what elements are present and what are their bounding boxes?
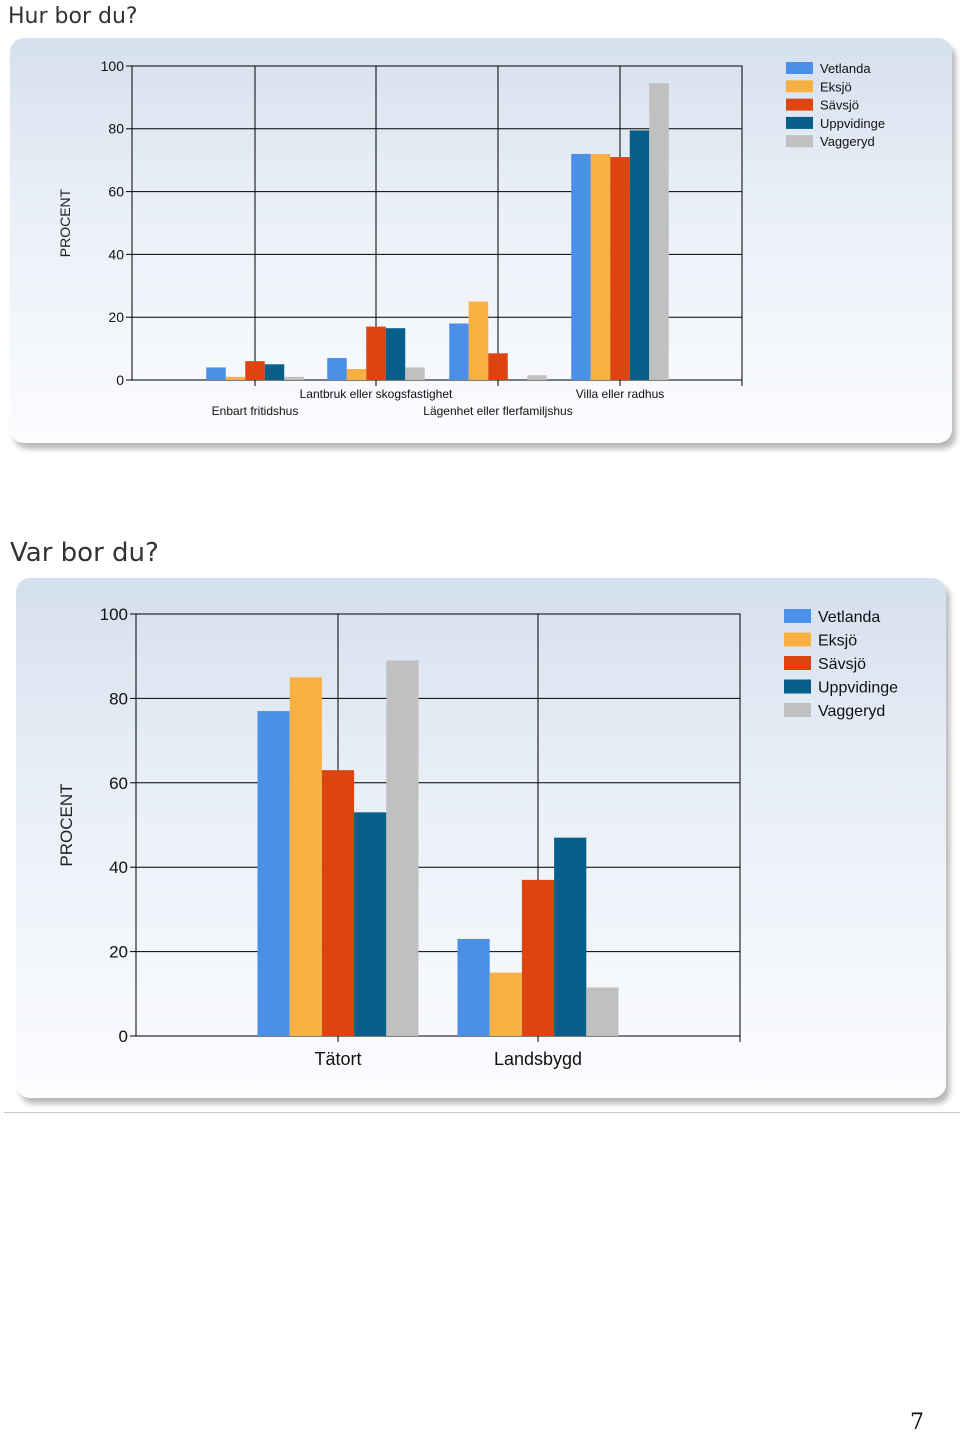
y-tick-label-100: 100 [101, 58, 125, 74]
bar-enbart-fritidshus-vaggeryd [284, 376, 304, 380]
bar-villa-eller-radhus-uppvidinge [629, 130, 650, 380]
heading-var-bor-du: Var bor du? [10, 538, 159, 568]
x-tick-label-lantbruk-eller-skogsfastighet: Lantbruk eller skogsfastighet [300, 387, 453, 401]
x-tick-label-villa-eller-radhus: Villa eller radhus [576, 387, 665, 401]
legend-swatch-eksjo [786, 80, 813, 93]
y-tick-label-100: 100 [100, 605, 128, 624]
bar-landsbygd-savsjo [521, 879, 555, 1036]
bar-lantbruk-eller-skogsfastighet-uppvidinge [385, 328, 406, 380]
y-tick-label-80: 80 [109, 689, 128, 708]
x-tick-label-enbart-fritidshus: Enbart fritidshus [212, 404, 299, 418]
bar-tatort-vetlanda [257, 711, 290, 1036]
plot-area [135, 613, 741, 1037]
bar-lantbruk-eller-skogsfastighet-savsjo [366, 326, 386, 380]
footer-divider [4, 1112, 960, 1113]
bar-landsbygd-eksjo [489, 972, 522, 1036]
y-tick-label-60: 60 [109, 774, 128, 793]
legend-swatch-vaggeryd [786, 135, 813, 148]
legend-label-vetlanda: Vetlanda [820, 61, 871, 76]
bar-tatort-uppvidinge [354, 812, 387, 1036]
bar-villa-eller-radhus-vaggeryd [649, 83, 669, 380]
bar-tatort-savsjo [321, 770, 355, 1036]
legend-swatch-savsjo [786, 98, 813, 111]
bar-enbart-fritidshus-eksjo [225, 376, 246, 380]
y-tick-label-20: 20 [109, 943, 128, 962]
bar-lagenhet-eller-flerfamiljshus-savsjo [488, 353, 508, 380]
bar-chart-housing-type: 0 20 40 60 80 100 PROCENT Enbart fritidshusLant… [57, 58, 885, 418]
chart-panel-housing-type: 0 20 40 60 80 100 PROCENT Enbart fritidshus Lant… [10, 38, 952, 443]
bar-villa-eller-radhus-vetlanda [571, 153, 591, 380]
bar-enbart-fritidshus-vetlanda [206, 367, 226, 380]
y-tick-label-20: 20 [108, 309, 124, 325]
legend-swatch-savsjo [784, 656, 811, 670]
legend-label-savsjo: Sävsjö [818, 656, 866, 673]
y-axis-label: PROCENT [57, 188, 73, 257]
bar-landsbygd-uppvidinge [554, 837, 587, 1036]
bar-chart-residence-area: 0 20 40 60 80 100 PROCENT Tätort Landsbygd Vetlan… [57, 605, 898, 1069]
x-tick-label-tatort: Tätort [314, 1049, 361, 1069]
chart-panel-residence-area: 0 20 40 60 80 100 PROCENT Tätort Landsbygd Vetlan… [16, 578, 946, 1098]
legend-label-uppvidinge: Uppvidinge [820, 116, 885, 131]
page-number: 7 [910, 1410, 924, 1435]
bar-lagenhet-eller-flerfamiljshus-vetlanda [449, 323, 469, 380]
y-tick-label-0: 0 [116, 372, 124, 388]
bar-lagenhet-eller-flerfamiljshus-vaggeryd [527, 375, 547, 380]
legend-label-vaggeryd: Vaggeryd [818, 703, 885, 720]
bar-landsbygd-vaggeryd [586, 987, 619, 1036]
bar-lagenhet-eller-flerfamiljshus-eksjo [468, 301, 489, 380]
y-tick-label-40: 40 [108, 246, 124, 262]
legend-label-vaggeryd: Vaggeryd [820, 134, 875, 149]
heading-hur-bor-du: Hur bor du? [8, 4, 138, 29]
legend-label-eksjo: Eksjö [820, 79, 852, 94]
bar-enbart-fritidshus-uppvidinge [264, 364, 285, 380]
legend-swatch-uppvidinge [784, 679, 811, 694]
y-tick-label-40: 40 [109, 858, 128, 877]
bar-villa-eller-radhus-savsjo [610, 157, 630, 380]
legend-swatch-vetlanda [786, 62, 813, 74]
legend-swatch-eksjo [784, 632, 811, 647]
bar-enbart-fritidshus-savsjo [245, 361, 265, 380]
y-axis-label: PROCENT [57, 783, 76, 866]
x-tick-label-lagenhet-eller-flerfamiljshus: Lägenhet eller flerfamiljshus [423, 404, 572, 418]
bar-villa-eller-radhus-eksjo [590, 153, 611, 380]
legend-label-savsjo: Sävsjö [820, 98, 859, 113]
y-tick-label-60: 60 [108, 184, 124, 200]
y-tick-label-80: 80 [108, 121, 124, 137]
legend-swatch-uppvidinge [786, 116, 813, 129]
bar-tatort-vaggeryd [386, 660, 419, 1036]
bar-tatort-eksjo [289, 677, 322, 1036]
bar-lantbruk-eller-skogsfastighet-vetlanda [327, 358, 347, 380]
legend-swatch-vetlanda [784, 609, 811, 623]
legend-swatch-vaggeryd [784, 703, 811, 717]
y-tick-label-0: 0 [119, 1027, 128, 1046]
bar-lantbruk-eller-skogsfastighet-eksjo [346, 369, 367, 380]
x-tick-label-landsbygd: Landsbygd [494, 1049, 582, 1069]
legend-label-uppvidinge: Uppvidinge [818, 680, 898, 697]
bar-landsbygd-vetlanda [457, 938, 490, 1036]
legend-label-vetlanda: Vetlanda [818, 609, 880, 626]
bar-lantbruk-eller-skogsfastighet-vaggeryd [405, 367, 425, 380]
legend-label-eksjo: Eksjö [818, 633, 857, 650]
